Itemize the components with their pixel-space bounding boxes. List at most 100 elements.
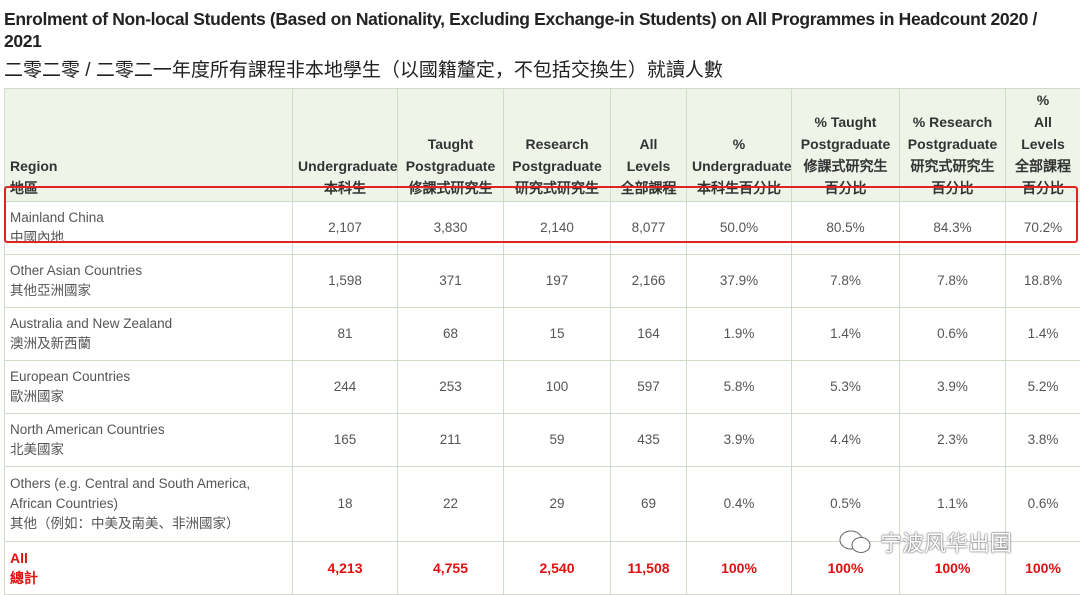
value-cell: 5.8% [687,361,792,414]
header-zh: 全部課程 [1011,155,1075,177]
highlight-box [4,186,1078,243]
value-cell: 100% [687,542,792,595]
header-en: Postgraduate [403,155,498,177]
value-cell: 100% [1006,542,1080,595]
header-en: % Research [905,111,1000,133]
value-cell: 4.4% [792,414,900,467]
header-en: Undergraduate [298,155,392,177]
value-cell: 69 [611,467,687,542]
value-cell: 22 [398,467,504,542]
value-cell: 164 [611,308,687,361]
value-cell: 211 [398,414,504,467]
header-en: Research [509,133,605,155]
header-en: All Levels [616,133,681,177]
value-cell: 1.4% [792,308,900,361]
value-cell: 7.8% [792,255,900,308]
value-cell: 68 [398,308,504,361]
value-cell: 29 [504,467,611,542]
value-cell: 7.8% [900,255,1006,308]
value-cell: 435 [611,414,687,467]
value-cell: 4,213 [293,542,398,595]
value-cell: 100 [504,361,611,414]
value-cell: 1.4% [1006,308,1080,361]
header-en: % Taught [797,111,894,133]
region-zh: 北美國家 [10,440,287,460]
region-en: North American Countries [10,420,287,440]
title: Enrolment of Non-local Students (Based o… [4,8,1078,52]
region-cell: Others (e.g. Central and South America, … [5,467,293,542]
header-en: Taught [403,133,498,155]
value-cell: 18 [293,467,398,542]
value-cell: 81 [293,308,398,361]
region-en: Australia and New Zealand [10,314,287,334]
watermark-text: 宁波风华出国 [880,526,1012,558]
value-cell: 2,540 [504,542,611,595]
value-cell: 244 [293,361,398,414]
header-en: All Levels [1011,111,1075,155]
value-cell: 4,755 [398,542,504,595]
header-en: % [692,133,786,155]
header-en: Postgraduate [509,155,605,177]
header-zh: 研究式研究生 [905,155,1000,177]
value-cell: 11,508 [611,542,687,595]
value-cell: 3.9% [900,361,1006,414]
value-cell: 165 [293,414,398,467]
value-cell: 18.8% [1006,255,1080,308]
header-en: Postgraduate [797,133,894,155]
value-cell: 5.2% [1006,361,1080,414]
value-cell: 5.3% [792,361,900,414]
region-zh: 澳洲及新西蘭 [10,334,287,354]
value-cell: 15 [504,308,611,361]
wechat-icon [838,528,872,556]
region-zh: 其他亞洲國家 [10,281,287,301]
value-cell: 2,166 [611,255,687,308]
header-en: % [1011,89,1075,111]
value-cell: 371 [398,255,504,308]
value-cell: 253 [398,361,504,414]
region-zh: 歐洲國家 [10,387,287,407]
value-cell: 197 [504,255,611,308]
region-en: Others (e.g. Central and South America, … [10,474,287,514]
header-en: Region [10,155,287,177]
value-cell: 3.9% [687,414,792,467]
value-cell: 3.8% [1006,414,1080,467]
subtitle: 二零二零 / 二零二一年度所有課程非本地學生（以國籍釐定，不包括交換生）就讀人數 [4,55,723,82]
region-en: European Countries [10,367,287,387]
region-en: All [10,548,287,568]
header-zh: 修課式研究生 [797,155,894,177]
region-zh: 其他（例如：中美及南美、非洲國家） [10,514,287,534]
value-cell: 1.9% [687,308,792,361]
value-cell: 37.9% [687,255,792,308]
value-cell: 2.3% [900,414,1006,467]
header-en: Postgraduate [905,133,1000,155]
value-cell: 59 [504,414,611,467]
header-en: Undergraduate [692,155,786,177]
value-cell: 0.6% [1006,467,1080,542]
value-cell: 0.6% [900,308,1006,361]
value-cell: 0.4% [687,467,792,542]
region-zh: 總計 [10,568,287,588]
value-cell: 1,598 [293,255,398,308]
region-en: Other Asian Countries [10,261,287,281]
value-cell: 597 [611,361,687,414]
